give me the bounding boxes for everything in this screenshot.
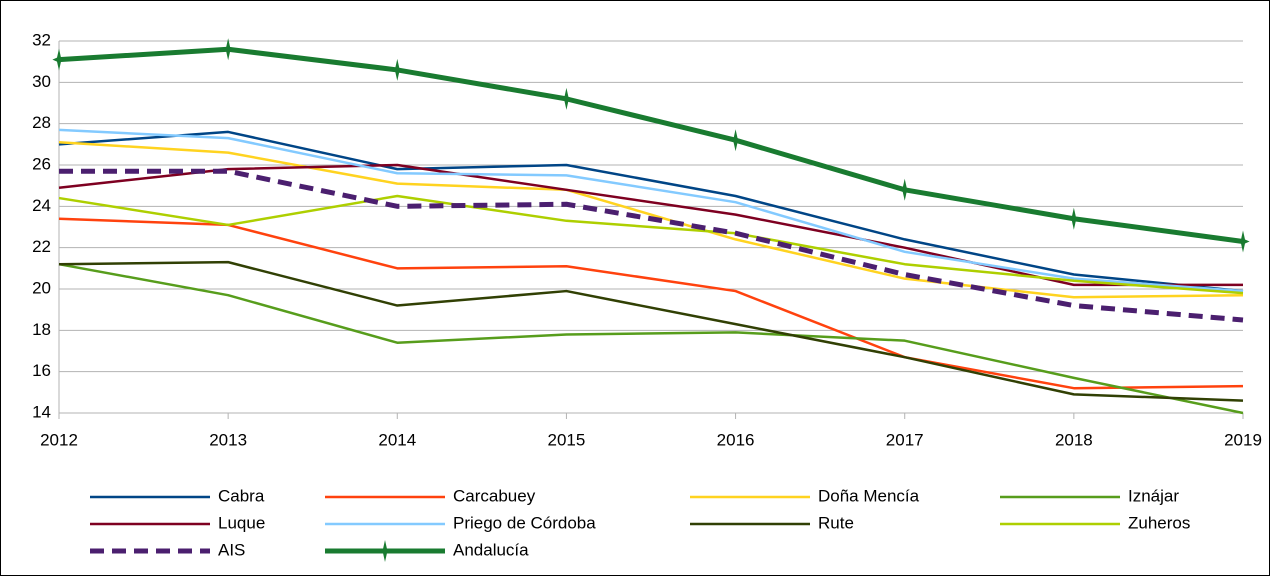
point-marker: [52, 48, 66, 71]
series-line: [58, 141, 1244, 299]
y-tick-label: 24: [32, 196, 51, 215]
x-tick-label: 2019: [1224, 430, 1262, 449]
point-marker: [898, 178, 912, 201]
y-tick-label: 20: [32, 278, 51, 297]
point-marker: [221, 38, 235, 61]
series-line: [58, 260, 1244, 402]
series-line: [59, 168, 1244, 323]
legend-label: Andalucía: [453, 540, 529, 559]
series-line: [58, 217, 1244, 390]
x-tick-label: 2016: [717, 430, 755, 449]
legend-marker: [378, 540, 392, 562]
x-tick-label: 2017: [886, 430, 924, 449]
legend-label: Rute: [818, 513, 854, 532]
y-tick-label: 16: [32, 361, 51, 380]
legend-label: Carcabuey: [453, 486, 536, 505]
legend-label: Priego de Córdoba: [453, 513, 596, 532]
y-tick-label: 14: [32, 402, 51, 421]
series-line: [58, 194, 1244, 295]
point-marker: [1236, 230, 1250, 253]
point-marker: [559, 87, 574, 110]
point-marker: [728, 129, 743, 152]
legend-label: Cabra: [218, 486, 265, 505]
series-line: [58, 130, 1244, 293]
x-tick-label: 2014: [378, 430, 416, 449]
legend-label: Luque: [218, 513, 265, 532]
legend-label: Iznájar: [1128, 486, 1179, 505]
y-tick-label: 28: [32, 113, 51, 132]
legend-label: Zuheros: [1128, 513, 1190, 532]
y-tick-label: 26: [32, 154, 51, 173]
legend-label: AIS: [218, 540, 245, 559]
x-tick-label: 2012: [40, 430, 78, 449]
y-tick-label: 30: [32, 72, 51, 91]
series-line: [58, 262, 1244, 415]
y-tick-label: 22: [32, 237, 51, 256]
legend-label: Doña Mencía: [818, 486, 920, 505]
point-marker: [1067, 207, 1081, 230]
series-line: [58, 128, 1244, 293]
series-line: [58, 46, 1244, 244]
x-tick-label: 2013: [209, 430, 247, 449]
y-tick-label: 18: [32, 320, 51, 339]
point-marker: [390, 58, 404, 81]
x-tick-label: 2015: [548, 430, 586, 449]
y-tick-label: 32: [32, 30, 51, 49]
x-tick-label: 2018: [1055, 430, 1093, 449]
